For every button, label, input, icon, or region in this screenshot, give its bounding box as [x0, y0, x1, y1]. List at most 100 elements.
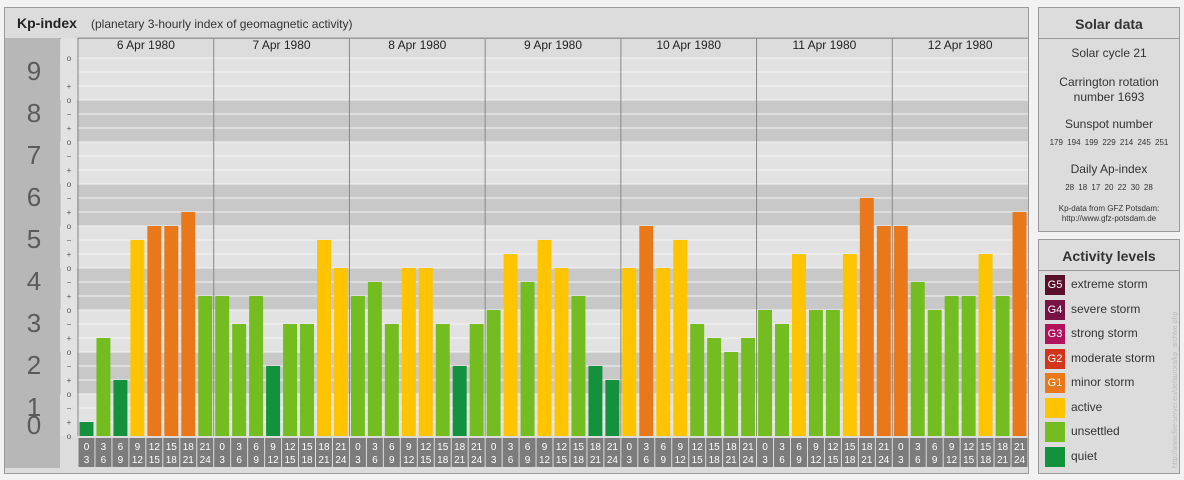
y-tick-label: 3	[27, 308, 41, 338]
hour-label-box	[265, 438, 282, 467]
sublevel-label: o	[67, 390, 72, 399]
level-badge: G2	[1045, 348, 1065, 369]
hour-label-box	[349, 438, 366, 467]
hour-end-label: 12	[403, 455, 415, 466]
kp-bar	[367, 281, 382, 436]
kp-bar	[452, 365, 467, 436]
y-tick-label: 6	[27, 182, 41, 212]
hour-end-label: 18	[844, 455, 856, 466]
kp-bar	[503, 254, 518, 436]
solar-cycle: Solar cycle 21	[1071, 46, 1147, 60]
sublevel-label: +	[67, 334, 72, 343]
kp-bar	[232, 323, 247, 436]
kp-bar	[401, 268, 416, 436]
hour-label-box	[638, 438, 655, 467]
level-badge: G5	[1045, 275, 1065, 295]
hour-label-box	[757, 438, 774, 467]
hour-start-label: 21	[471, 442, 483, 453]
sublevel-label: −	[67, 236, 72, 245]
level-band	[5, 184, 1028, 226]
y-tick-label: 4	[27, 266, 41, 296]
hour-label-box	[994, 438, 1011, 467]
sublevel-label: +	[67, 292, 72, 301]
hour-start-label: 0	[219, 442, 225, 453]
hour-start-label: 3	[779, 442, 785, 453]
level-band	[5, 100, 1028, 142]
hour-start-label: 3	[644, 442, 650, 453]
kp-bar	[876, 226, 891, 436]
hour-end-label: 15	[149, 455, 161, 466]
hour-end-label: 3	[84, 455, 90, 466]
sunspot-title: Sunspot number	[1064, 117, 1154, 131]
y-tick-label: 5	[27, 224, 41, 254]
hour-label-box	[689, 438, 706, 467]
kp-bar	[283, 323, 298, 436]
hour-end-label: 24	[607, 455, 619, 466]
day-label: 12 Apr 1980	[928, 38, 993, 52]
hour-label-box	[621, 438, 638, 467]
day-label: 10 Apr 1980	[656, 38, 721, 52]
sublevel-label: o	[67, 138, 72, 147]
credit-text: http://www.fire-server.eu/de/aurora/kp_a…	[1172, 311, 1179, 468]
hour-label-box	[858, 438, 875, 467]
hour-start-label: 0	[762, 442, 768, 453]
hour-end-label: 9	[932, 455, 938, 466]
sublevel-label: +	[67, 376, 72, 385]
hour-label-box	[180, 438, 197, 467]
level-badge: G4	[1045, 299, 1065, 320]
hour-end-label: 21	[726, 455, 738, 466]
hour-end-label: 18	[437, 455, 449, 466]
sublevel-label: +	[67, 166, 72, 175]
hour-start-label: 6	[389, 442, 395, 453]
sublevel-label: +	[67, 124, 72, 133]
hour-start-label: 9	[135, 442, 141, 453]
sublevel-label: −	[67, 320, 72, 329]
kp-bar	[792, 254, 806, 436]
hour-label-box	[519, 438, 536, 467]
hour-end-label: 15	[692, 455, 704, 466]
hour-end-label: 24	[335, 455, 347, 466]
hour-start-label: 6	[525, 442, 531, 453]
hour-start-label: 3	[508, 442, 514, 453]
hour-start-label: 21	[335, 442, 347, 453]
solar-data-title: Solar data	[1039, 8, 1179, 39]
kp-bar	[605, 380, 620, 436]
day-label: 8 Apr 1980	[388, 38, 446, 52]
sublevel-label: −	[67, 362, 72, 371]
hour-start-label: 21	[607, 442, 619, 453]
data-source-link[interactable]: http://www.gfz-potsdam.de	[1061, 214, 1157, 223]
hour-end-label: 18	[709, 455, 721, 466]
hour-end-label: 18	[301, 455, 313, 466]
hour-label-box	[332, 438, 349, 467]
hour-label-box	[502, 438, 519, 467]
kp-bar	[113, 380, 128, 436]
kp-bar	[775, 323, 789, 436]
kp-bar	[639, 226, 654, 436]
page-title: Kp-index	[17, 15, 77, 31]
hour-start-label: 9	[677, 442, 683, 453]
sublevel-label: −	[67, 110, 72, 119]
hour-end-label: 9	[525, 455, 531, 466]
hour-label-box	[791, 438, 807, 467]
hour-start-label: 3	[372, 442, 378, 453]
sunspot-values: 179 194 199 229 214 245 251	[1049, 138, 1169, 147]
hour-start-label: 9	[406, 442, 412, 453]
hour-end-label: 3	[219, 455, 225, 466]
hour-label-box	[95, 438, 112, 467]
hour-end-label: 6	[236, 455, 242, 466]
hour-start-label: 3	[915, 442, 921, 453]
hour-start-label: 12	[149, 442, 161, 453]
kp-bar	[520, 281, 535, 436]
y-tick-label: 7	[27, 140, 41, 170]
hour-end-label: 6	[644, 455, 650, 466]
hour-end-label: 21	[997, 455, 1009, 466]
hour-label-box	[875, 438, 892, 467]
hour-label-box	[129, 438, 146, 467]
hour-start-label: 15	[573, 442, 585, 453]
hour-label-box	[214, 438, 231, 467]
hour-start-label: 0	[898, 442, 904, 453]
page-subtitle: (planetary 3-hourly index of geomagnetic…	[91, 17, 353, 31]
hour-start-label: 18	[318, 442, 330, 453]
sublevel-label: +	[67, 208, 72, 217]
hour-label-box	[400, 438, 417, 467]
